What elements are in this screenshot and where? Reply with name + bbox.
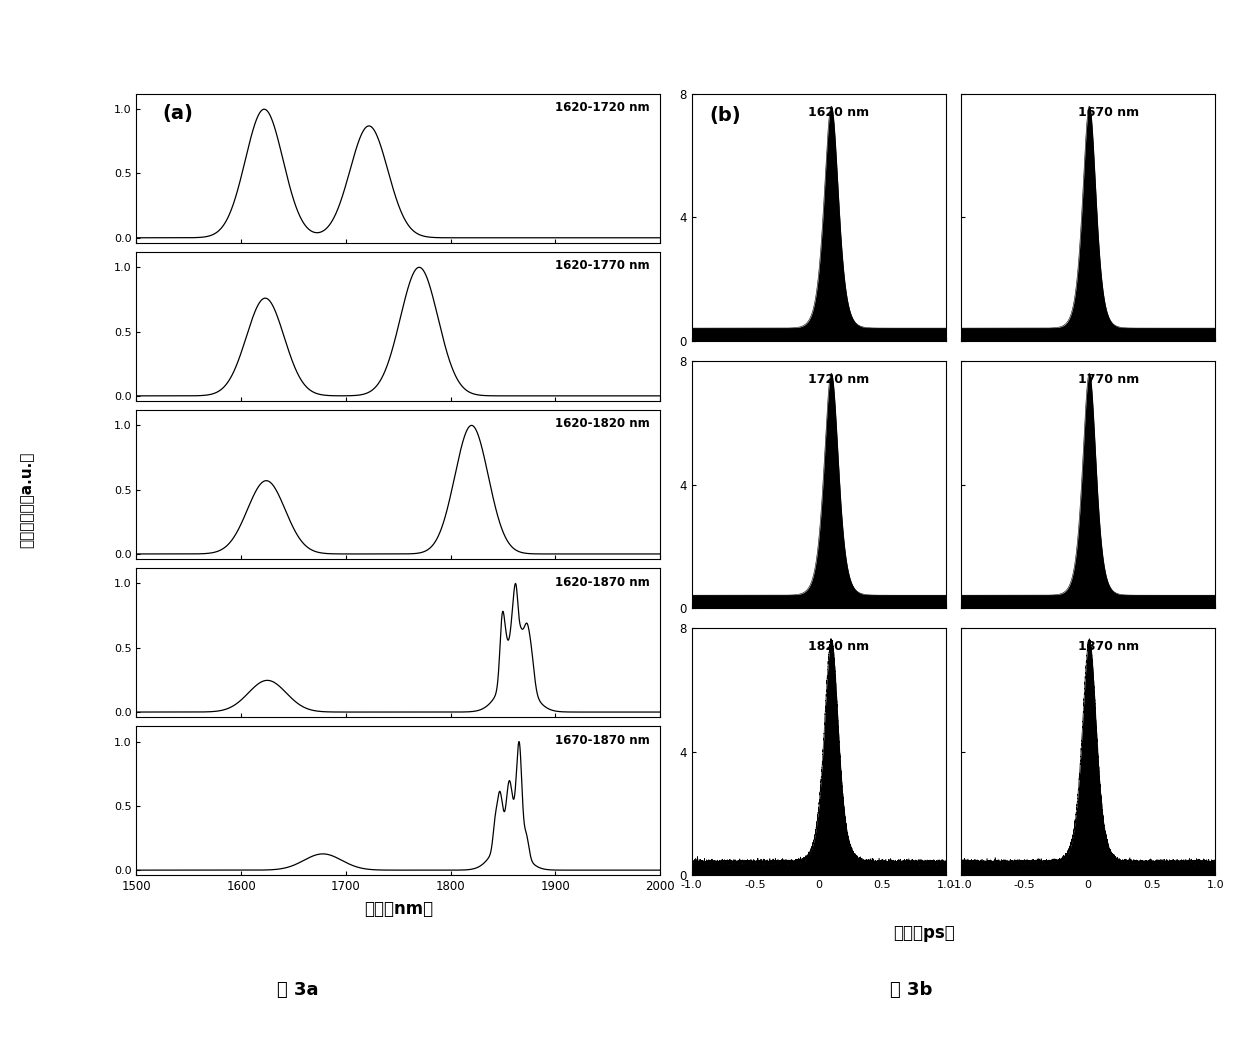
Text: 1620-1820 nm: 1620-1820 nm: [554, 418, 650, 430]
Text: 1620-1870 nm: 1620-1870 nm: [554, 575, 650, 589]
Text: 1620-1770 nm: 1620-1770 nm: [556, 259, 650, 272]
Text: 1620-1720 nm: 1620-1720 nm: [556, 101, 650, 115]
Text: 1620 nm: 1620 nm: [808, 106, 869, 119]
Text: 图 3a: 图 3a: [277, 981, 319, 999]
Text: (a): (a): [162, 104, 193, 123]
Text: 归一化信号（a.u.）: 归一化信号（a.u.）: [20, 452, 35, 548]
Text: 延迟（ps）: 延迟（ps）: [893, 923, 955, 942]
Text: 1670 nm: 1670 nm: [1078, 106, 1140, 119]
X-axis label: 波长（nm）: 波长（nm）: [363, 900, 433, 918]
Text: 1720 nm: 1720 nm: [808, 373, 869, 387]
Text: 1770 nm: 1770 nm: [1078, 373, 1140, 387]
Text: 1870 nm: 1870 nm: [1078, 641, 1140, 653]
Text: 1670-1870 nm: 1670-1870 nm: [554, 734, 650, 747]
Text: 1820 nm: 1820 nm: [808, 641, 869, 653]
Text: 图 3b: 图 3b: [890, 981, 932, 999]
Text: (b): (b): [709, 106, 742, 125]
